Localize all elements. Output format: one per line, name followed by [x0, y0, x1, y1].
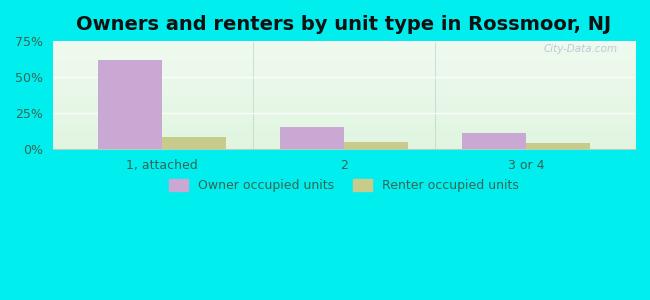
Bar [280, 128, 344, 149]
Bar [344, 142, 408, 149]
Bar [162, 137, 226, 149]
Title: Owners and renters by unit type in Rossmoor, NJ: Owners and renters by unit type in Rossm… [76, 15, 612, 34]
Bar [462, 133, 526, 149]
Bar [98, 60, 162, 149]
Text: City-Data.com: City-Data.com [543, 44, 618, 54]
Legend: Owner occupied units, Renter occupied units: Owner occupied units, Renter occupied un… [169, 179, 519, 192]
Bar [526, 143, 590, 149]
